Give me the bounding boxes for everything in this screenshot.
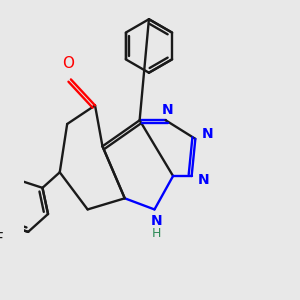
Text: N: N <box>151 214 162 228</box>
Text: H: H <box>152 227 161 240</box>
Text: N: N <box>201 128 213 141</box>
Text: N: N <box>162 103 173 117</box>
Text: O: O <box>62 56 74 71</box>
Text: F: F <box>0 232 3 247</box>
Text: N: N <box>198 173 209 187</box>
